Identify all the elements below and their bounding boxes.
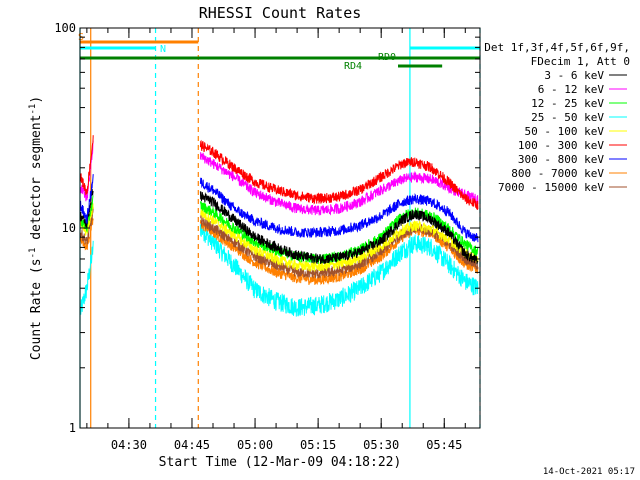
- series-line-3: [80, 222, 479, 317]
- legend-header-1: FDecim 1, Att 0: [531, 55, 630, 68]
- y-axis-label-mid: detector segment: [29, 115, 44, 248]
- y-axis-label: Count Rate (s-1 detector segment-1): [28, 96, 44, 360]
- series-line-0: [80, 188, 479, 265]
- legend-label-7: 800 - 7000 keV: [511, 167, 604, 180]
- y-tick-label-2: 100: [54, 21, 76, 35]
- x-tick-label-5: 05:45: [426, 438, 462, 452]
- series-line-6: [80, 174, 479, 243]
- y-axis-label-sup1: -1: [28, 248, 38, 259]
- legend-header-0: Det 1f,3f,4f,5f,6f,9f,: [484, 41, 630, 54]
- legend-label-2: 12 - 25 keV: [531, 97, 604, 110]
- series-line-5: [80, 135, 479, 211]
- legend: Det 1f,3f,4f,5f,6f,9f,FDecim 1, Att 03 -…: [484, 41, 630, 194]
- chart-title: RHESSI Count Rates: [199, 4, 362, 22]
- x-tick-label-2: 05:00: [237, 438, 273, 452]
- plot-area: SNRD0RD4: [78, 28, 481, 428]
- y-tick-label-1: 10: [62, 221, 76, 235]
- timestamp: 14-Oct-2021 05:17: [543, 467, 635, 477]
- y-axis-label-end: ): [29, 96, 44, 104]
- y-axis-label-sup2: -1: [28, 104, 38, 115]
- x-axis-label: Start Time (12-Mar-09 04:18:22): [159, 455, 402, 470]
- legend-label-0: 3 - 6 keV: [544, 69, 604, 82]
- legend-label-8: 7000 - 15000 keV: [498, 181, 604, 194]
- x-tick-label-4: 05:30: [363, 438, 399, 452]
- legend-label-4: 50 - 100 keV: [525, 125, 605, 138]
- legend-label-3: 25 - 50 keV: [531, 111, 604, 124]
- flag-label-3: RD4: [344, 61, 362, 72]
- legend-label-5: 100 - 300 keV: [518, 139, 604, 152]
- legend-label-1: 6 - 12 keV: [538, 83, 605, 96]
- y-tick-label-0: 1: [69, 421, 76, 435]
- flag-label-1: N: [160, 44, 166, 55]
- legend-label-6: 300 - 800 keV: [518, 153, 604, 166]
- x-tick-label-1: 04:45: [174, 438, 210, 452]
- x-tick-label-3: 05:15: [300, 438, 336, 452]
- y-axis-label-main: Count Rate (s: [29, 258, 44, 360]
- y-axis: 1 10 100: [54, 21, 480, 435]
- x-axis: 04:30 04:45 05:00 05:15 05:30 05:45: [86, 28, 466, 452]
- x-tick-label-0: 04:30: [111, 438, 147, 452]
- flag-label-2: RD0: [378, 52, 396, 63]
